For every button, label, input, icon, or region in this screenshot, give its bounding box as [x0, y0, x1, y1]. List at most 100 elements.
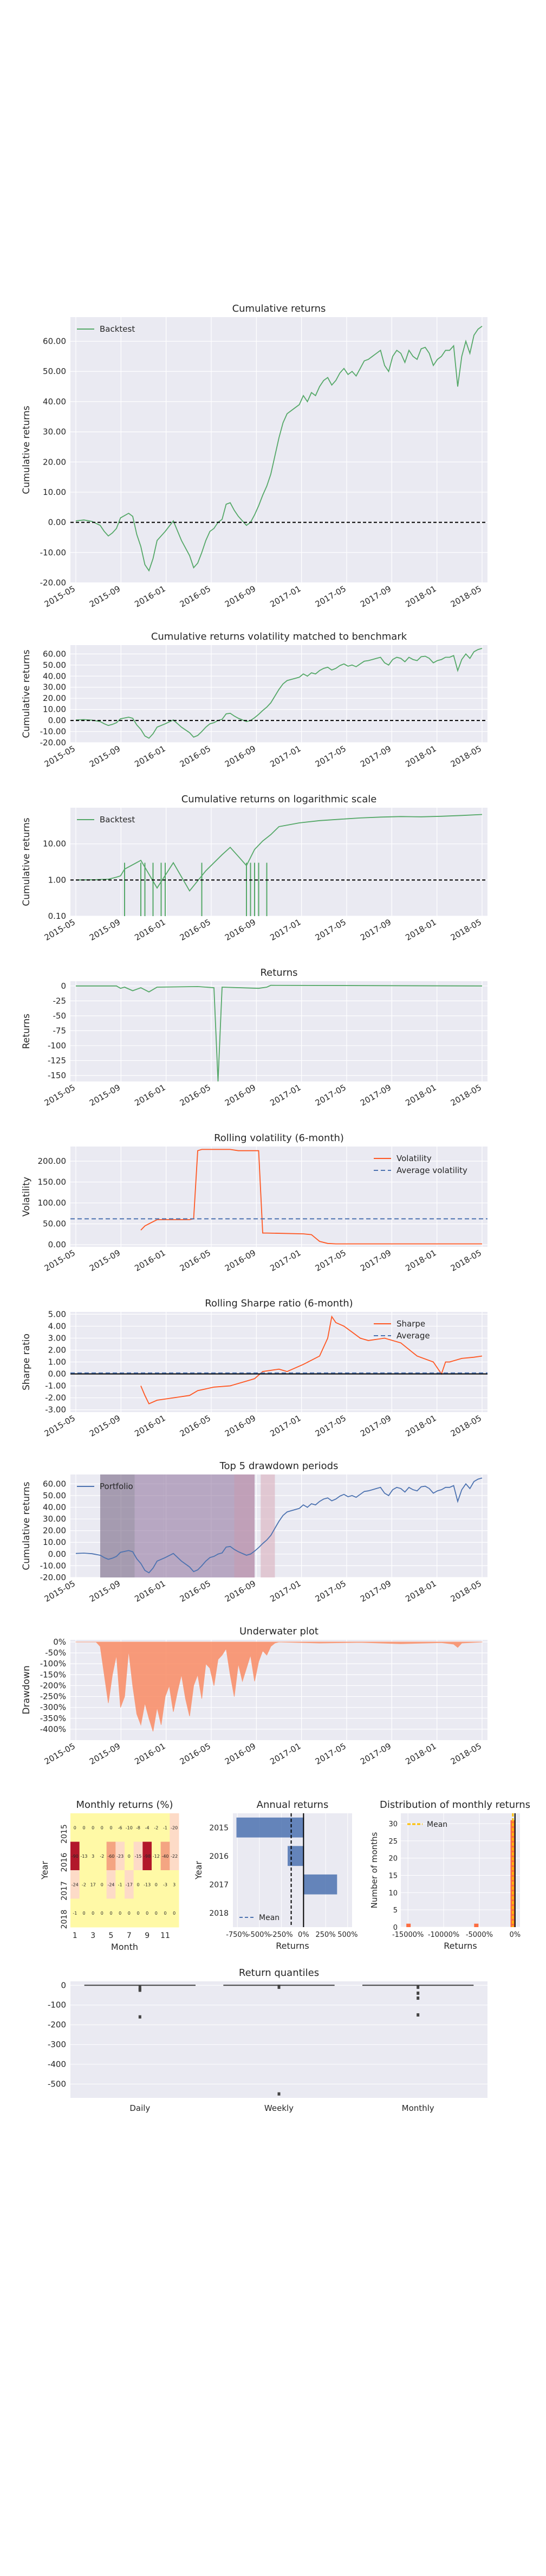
heatmap-cell: [152, 1841, 161, 1871]
x-tick-label: 2015-05: [43, 1248, 77, 1273]
box-outlier: [138, 1988, 141, 1992]
heatmap-cell: [170, 1813, 179, 1842]
heatmap-cell: [88, 1813, 98, 1842]
y-tick-label: 0.00: [48, 1549, 66, 1559]
y-tick-label: 10: [388, 1889, 398, 1897]
y-tick-label: -125: [48, 1055, 66, 1065]
heatmap-cell: [70, 1813, 80, 1842]
x-axis-label: Month: [111, 1942, 138, 1952]
x-axis-label: Returns: [444, 1941, 477, 1951]
heatmap-cell: [170, 1898, 179, 1928]
heatmap-cell: [106, 1813, 116, 1842]
heatmap-cell: [98, 1813, 107, 1842]
heatmap-value: -90: [72, 1854, 79, 1859]
x-tick-label: 3: [90, 1931, 95, 1940]
y-tick-label: -75: [53, 1026, 67, 1035]
heatmap-value: -24: [72, 1882, 79, 1887]
x-tick-label: 2018-01: [404, 1579, 438, 1604]
x-tick-label: 2017-09: [359, 1083, 393, 1108]
x-tick-label: 2017-05: [314, 1248, 348, 1273]
x-tick-label: 2015-09: [88, 917, 122, 943]
heatmap-value: -20: [171, 1825, 178, 1830]
y-tick-label: 2017: [60, 1881, 69, 1901]
heatmap-value: 0: [146, 1911, 148, 1916]
x-tick-label: 2017-05: [314, 584, 348, 609]
heatmap-cell: [152, 1898, 161, 1928]
y-tick-label: 60.00: [43, 337, 66, 346]
chart-title: Annual returns: [257, 1799, 329, 1811]
x-tick-label: 2016-09: [223, 744, 257, 769]
legend-label: Mean: [259, 1914, 280, 1922]
x-tick-label: 2017-05: [314, 1579, 348, 1604]
heatmap-cell: [115, 1841, 125, 1871]
y-tick-label: 30: [388, 1820, 398, 1828]
heatmap-value: 3: [92, 1854, 94, 1859]
box-outlier: [417, 1985, 420, 1989]
heatmap-cell: [142, 1813, 152, 1842]
chart-cum: -20.00 -10.00 0.00 10.00 20.00 30.00 40.00 50.0…: [21, 303, 487, 609]
box-outlier: [138, 2015, 141, 2019]
y-tick-label: 1.00: [48, 875, 66, 885]
x-tick-label: 2017-09: [359, 744, 393, 769]
plot-area: [70, 1981, 487, 2098]
x-axis-label: Returns: [276, 1941, 309, 1951]
y-tick-label: 5: [393, 1907, 398, 1915]
chart-vol: -20.00-10.00 0.00 10.00 20.0030.0040.0050.0…: [21, 631, 487, 769]
y-tick-label: 40.00: [43, 1502, 66, 1512]
heatmap-value: -1: [163, 1825, 167, 1830]
x-tick-label: 2018-05: [449, 917, 483, 943]
y-tick-label: -350%: [40, 1714, 66, 1723]
y-tick-label: 15: [388, 1872, 398, 1881]
heatmap-cell: [133, 1813, 143, 1842]
y-tick-label: 25: [388, 1838, 398, 1846]
x-tick-label: 2016-01: [133, 1579, 167, 1604]
x-tick-label: 5: [109, 1931, 114, 1940]
x-tick-label: 1: [73, 1931, 77, 1940]
heatmap-value: -13: [80, 1854, 87, 1859]
x-tick-label: 2016-05: [178, 584, 212, 609]
x-tick-label: 2018-01: [404, 917, 438, 943]
chart-title: Cumulative returns: [232, 303, 326, 314]
heatmap-value: 0: [109, 1825, 112, 1830]
y-tick-label: 2.00: [48, 1345, 66, 1355]
x-tick-label: 2015-05: [43, 1741, 77, 1767]
heatmap-cell: [133, 1841, 143, 1871]
x-tick-label: 500%: [337, 1931, 358, 1939]
y-tick-label: 2017: [209, 1881, 229, 1889]
plot-area: [401, 1813, 520, 1927]
heatmap-value: -13: [144, 1882, 151, 1887]
x-tick-label: 2015-09: [88, 1413, 122, 1439]
x-tick-label: 2018-01: [404, 744, 438, 769]
heatmap-cell: [115, 1870, 125, 1899]
y-tick-label: 0: [61, 1980, 66, 1990]
legend-label: Backtest: [100, 815, 135, 825]
x-tick-label: 2017-09: [359, 1413, 393, 1439]
x-tick-label: 2015-09: [88, 584, 122, 609]
y-tick-label: -500: [48, 2079, 66, 2089]
x-tick-label: 2015-09: [88, 744, 122, 769]
heatmap-value: -4: [145, 1825, 150, 1830]
x-tick-label: 9: [145, 1931, 150, 1940]
heatmap-cell: [79, 1898, 89, 1928]
chart-ret: -150 -125 -100 -75 -50 -25 0 2015-05 2015-09 2016…: [21, 967, 487, 1108]
x-tick-label: 2016-05: [178, 744, 212, 769]
y-tick-label: -200: [48, 2020, 66, 2030]
chart-title: Top 5 drawdown periods: [219, 1460, 339, 1472]
y-axis-label: Number of months: [369, 1832, 379, 1908]
y-tick-label: 2016: [209, 1852, 229, 1861]
y-axis-label: Cumulative returns: [21, 649, 32, 738]
x-tick-label: 2017-01: [268, 1083, 302, 1108]
y-tick-label: 0.10: [48, 911, 66, 921]
y-tick-label: -100: [48, 2000, 66, 2010]
x-tick-label: Daily: [129, 2103, 150, 2113]
heatmap-cell: [133, 1870, 143, 1899]
heatmap-value: -17: [126, 1882, 133, 1887]
x-tick-label: 2018-05: [449, 1083, 483, 1108]
x-tick-label: 2018-05: [449, 1248, 483, 1273]
heatmap-value: -10: [126, 1825, 133, 1830]
chart-title: Monthly returns (%): [76, 1799, 173, 1811]
y-tick-label: 2016: [60, 1853, 69, 1872]
y-tick-label: 40.00: [43, 397, 66, 407]
heatmap-value: 0: [82, 1911, 85, 1916]
y-tick-label: 0%: [53, 1637, 66, 1647]
